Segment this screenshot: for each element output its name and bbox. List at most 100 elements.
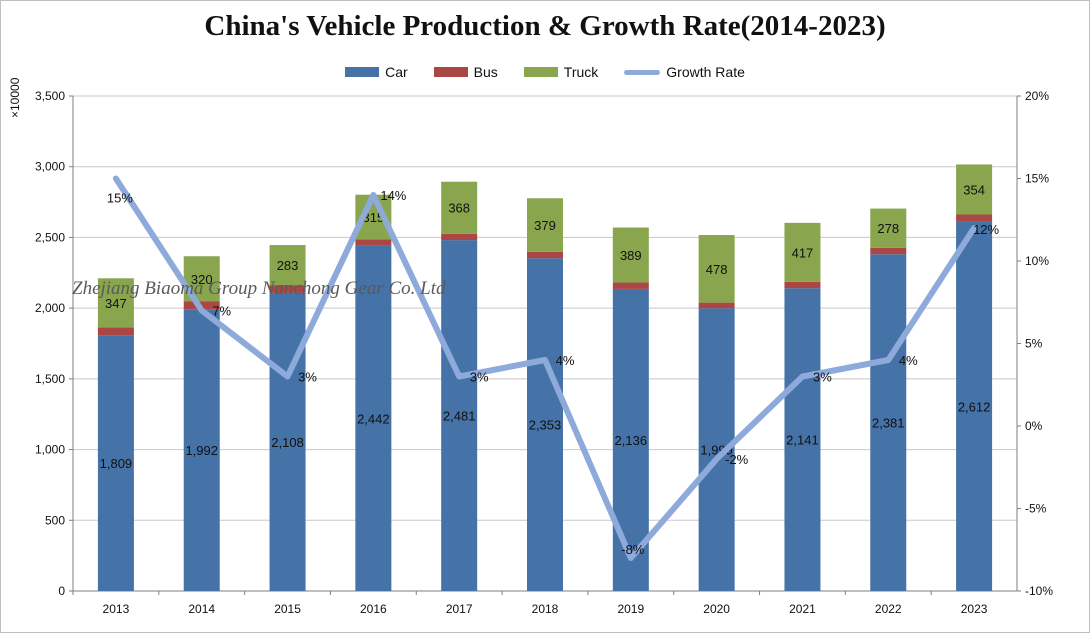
growth-rate-point bbox=[199, 308, 205, 313]
bar-truck-2015 bbox=[269, 245, 306, 286]
data-label-car: 2,381 bbox=[872, 416, 905, 431]
data-label-truck: 315 bbox=[363, 210, 385, 225]
y-left-tick-label: 3,500 bbox=[35, 89, 65, 103]
legend-swatch-bus bbox=[433, 67, 468, 77]
legend-swatch-car bbox=[345, 67, 380, 77]
x-tick-label: 2016 bbox=[360, 602, 387, 616]
x-tick-label: 2023 bbox=[961, 602, 988, 616]
growth-rate-label: 12% bbox=[973, 222, 999, 237]
data-label-car: 1,992 bbox=[185, 443, 218, 458]
bar-bus-2017 bbox=[441, 233, 478, 241]
bar-car-2017 bbox=[441, 240, 478, 591]
bar-truck-2020 bbox=[698, 235, 735, 303]
growth-rate-label: 4% bbox=[556, 353, 575, 368]
legend-label-bus: Bus bbox=[473, 64, 498, 80]
data-label-car: 2,141 bbox=[786, 433, 819, 448]
bar-bus-2020 bbox=[698, 302, 735, 309]
chart-title: China's Vehicle Production & Growth Rate… bbox=[204, 10, 886, 42]
bar-truck-2019 bbox=[612, 227, 649, 283]
legend-item-car: Car bbox=[345, 64, 408, 80]
data-label-truck: 368 bbox=[448, 201, 470, 216]
y-left-tick-label: 0 bbox=[58, 584, 65, 598]
y-right-tick-label: 10% bbox=[1025, 254, 1049, 268]
bar-bus-2018 bbox=[527, 251, 563, 259]
x-tick-label: 2021 bbox=[789, 602, 816, 616]
legend-item-truck: Truck bbox=[523, 64, 598, 80]
bar-truck-2023 bbox=[956, 164, 993, 215]
data-label-car: 2,442 bbox=[357, 411, 390, 426]
y-right-tick-label: 15% bbox=[1025, 172, 1049, 186]
data-label-truck: 320 bbox=[191, 272, 213, 287]
x-tick-label: 2018 bbox=[532, 602, 559, 616]
y-right-tick-label: -5% bbox=[1025, 502, 1047, 516]
bar-truck-2022 bbox=[870, 208, 907, 248]
bar-car-2022 bbox=[870, 254, 907, 591]
legend-label-car: Car bbox=[385, 64, 408, 80]
data-label-truck: 417 bbox=[792, 245, 814, 260]
y-right-tick-label: 20% bbox=[1025, 89, 1049, 103]
growth-rate-point bbox=[542, 357, 548, 363]
x-tick-label: 2015 bbox=[274, 602, 301, 616]
growth-rate-point bbox=[885, 357, 891, 363]
growth-rate-point bbox=[628, 555, 634, 561]
y-right-tick-label: 0% bbox=[1025, 419, 1043, 433]
legend-swatch-truck bbox=[523, 67, 558, 77]
bar-car-2023 bbox=[956, 221, 993, 592]
bar-bus-2016 bbox=[355, 239, 392, 246]
data-label-truck: 347 bbox=[105, 296, 127, 311]
legend-label-growth: Growth Rate bbox=[666, 64, 745, 80]
growth-rate-label: 14% bbox=[380, 188, 406, 203]
data-label-car: 2,108 bbox=[271, 435, 304, 450]
watermark: Zhejiang Biaoma Group Nanchong Gear Co. … bbox=[72, 278, 446, 299]
growth-rate-point bbox=[714, 456, 720, 462]
x-tick-label: 2017 bbox=[446, 602, 473, 616]
y-right-tick-label: -10% bbox=[1025, 584, 1053, 598]
growth-rate-point bbox=[370, 192, 376, 198]
bar-car-2021 bbox=[784, 288, 821, 591]
y-left-tick-label: 3,000 bbox=[35, 160, 65, 174]
data-label-truck: 354 bbox=[963, 182, 985, 197]
bar-truck-2017 bbox=[441, 181, 478, 234]
growth-rate-label: 3% bbox=[298, 370, 317, 385]
bar-car-2014 bbox=[183, 309, 220, 591]
growth-rate-label: 15% bbox=[107, 191, 133, 206]
legend: Car Bus Truck Growth Rate bbox=[0, 64, 1090, 80]
growth-rate-point bbox=[799, 374, 805, 379]
growth-rate-label: 7% bbox=[212, 304, 231, 319]
y-left-tick-label: 500 bbox=[45, 513, 65, 527]
bar-bus-2021 bbox=[784, 281, 821, 289]
growth-rate-label: 3% bbox=[813, 370, 832, 385]
bar-bus-2013 bbox=[97, 327, 134, 336]
bar-car-2016 bbox=[355, 245, 392, 592]
bar-car-2013 bbox=[97, 335, 134, 591]
y-left-tick-label: 1,500 bbox=[35, 372, 65, 386]
bar-bus-2022 bbox=[870, 247, 907, 255]
growth-rate-point bbox=[971, 225, 977, 231]
bar-car-2015 bbox=[269, 292, 306, 591]
data-label-truck: 379 bbox=[534, 218, 556, 233]
growth-rate-label: -2% bbox=[725, 452, 749, 467]
legend-item-bus: Bus bbox=[433, 64, 498, 80]
bar-bus-2019 bbox=[612, 282, 649, 289]
x-tick-label: 2014 bbox=[188, 602, 215, 616]
data-label-car: 1,809 bbox=[100, 456, 133, 471]
y-left-tick-label: 2,000 bbox=[35, 301, 65, 315]
growth-rate-point bbox=[285, 374, 291, 379]
data-label-truck: 283 bbox=[277, 258, 299, 273]
x-tick-label: 2013 bbox=[103, 602, 130, 616]
data-label-truck: 278 bbox=[877, 221, 899, 236]
growth-rate-label: 4% bbox=[899, 353, 918, 368]
legend-item-growth: Growth Rate bbox=[624, 64, 745, 80]
growth-rate-point bbox=[456, 374, 462, 379]
bar-bus-2015 bbox=[269, 285, 306, 293]
legend-swatch-growth bbox=[624, 69, 661, 75]
growth-rate-label: 3% bbox=[470, 370, 489, 385]
data-label-truck: 389 bbox=[620, 248, 642, 263]
bar-truck-2018 bbox=[527, 198, 563, 252]
data-label-truck: 478 bbox=[706, 262, 728, 277]
y-left-tick-label: 1,000 bbox=[35, 443, 65, 457]
data-label-car: 2,481 bbox=[443, 409, 476, 424]
bar-truck-2021 bbox=[784, 222, 821, 282]
x-tick-label: 2022 bbox=[875, 602, 902, 616]
